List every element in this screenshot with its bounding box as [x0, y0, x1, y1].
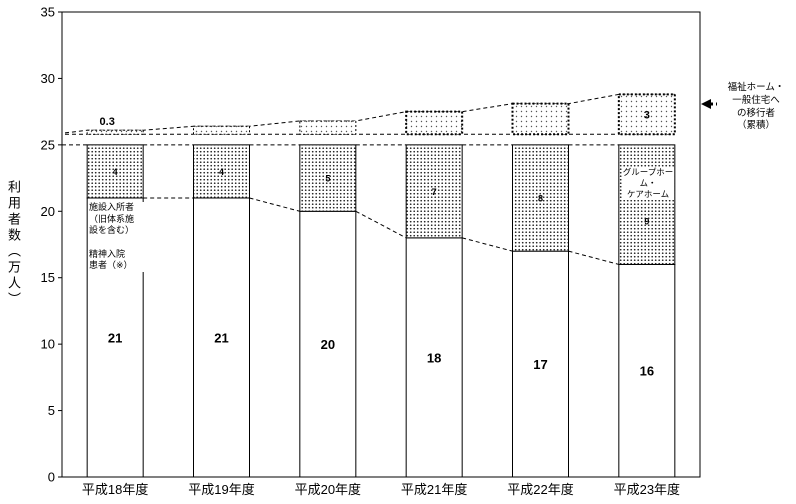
x-tick-label: 平成21年度 — [401, 482, 467, 497]
y-tick-label: 25 — [41, 137, 55, 152]
facility-value-label: 21 — [214, 331, 228, 346]
y-tick-label: 5 — [48, 403, 55, 418]
grouphome-value-label: 5 — [325, 174, 330, 184]
facility-value-label: 20 — [321, 337, 335, 352]
bar-segment-grouphome — [512, 144, 569, 252]
grouphome-value-label: 7 — [432, 187, 437, 197]
facility-value-label: 17 — [533, 357, 547, 372]
bar-segment-grouphome — [618, 144, 676, 265]
bar-segment-grouphome — [193, 144, 250, 199]
y-tick-label: 30 — [41, 71, 55, 86]
facility-value-label: 21 — [108, 331, 122, 346]
bar-segment-facility — [193, 197, 250, 478]
bar-segment-facility — [618, 263, 676, 478]
x-tick-label: 平成20年度 — [295, 482, 361, 497]
annotation-fukushi-home: 福祉ホーム・ 一般住宅へ の移行者 （累積） — [727, 82, 785, 132]
bar-segment-grouphome — [86, 144, 144, 199]
float-box-transition — [193, 125, 250, 135]
grouphome-value-label: 9 — [644, 217, 649, 227]
float-box-transition — [405, 110, 464, 136]
plot-border — [61, 11, 701, 478]
y-tick-label: 35 — [41, 5, 55, 20]
y-tick-label: 10 — [41, 337, 55, 352]
float-box-transition — [511, 102, 570, 136]
dashed-envelope-top — [64, 93, 675, 134]
x-tick-label: 平成19年度 — [188, 482, 254, 497]
float-box-transition — [299, 120, 357, 135]
facility-value-label: 16 — [640, 364, 654, 379]
grouphome-value-label: 4 — [113, 167, 118, 177]
dashed-connector-white-top — [355, 210, 407, 239]
bar-inner-label-facility: 施設入所者 （旧体系施 設を含む） 精神入院 患者（※） — [89, 202, 144, 273]
y-tick-label: 20 — [41, 204, 55, 219]
x-tick-label: 平成18年度 — [82, 482, 148, 497]
float-box-transition — [617, 93, 676, 136]
transition-value-label: 3 — [644, 109, 650, 121]
y-tick-label: 0 — [48, 470, 55, 485]
x-tick-label: 平成23年度 — [614, 482, 680, 497]
bar-segment-facility — [512, 250, 569, 478]
bar-segment-facility — [405, 237, 463, 478]
dashed-connector-white-top — [568, 250, 619, 265]
transition-value-label: 0.3 — [100, 116, 115, 128]
dashed-connector-white-top — [249, 197, 300, 212]
grouphome-value-label: 8 — [538, 194, 543, 204]
dashed-connector-white-top — [462, 237, 513, 252]
bar-segment-grouphome — [299, 144, 357, 212]
annotation-arrow-head — [701, 99, 711, 109]
bar-segment-grouphome — [405, 144, 463, 239]
float-box-transition — [86, 129, 144, 135]
y-axis-title: 利用者数（万人） — [6, 180, 21, 308]
bar-inner-label-grouphome: グループホーム・ ケアホーム — [622, 167, 674, 201]
y-tick-label: 15 — [41, 270, 55, 285]
facility-value-label: 18 — [427, 350, 441, 365]
bar-segment-facility — [299, 210, 357, 478]
x-tick-label: 平成22年度 — [507, 482, 573, 497]
grouphome-value-label: 4 — [219, 167, 224, 177]
